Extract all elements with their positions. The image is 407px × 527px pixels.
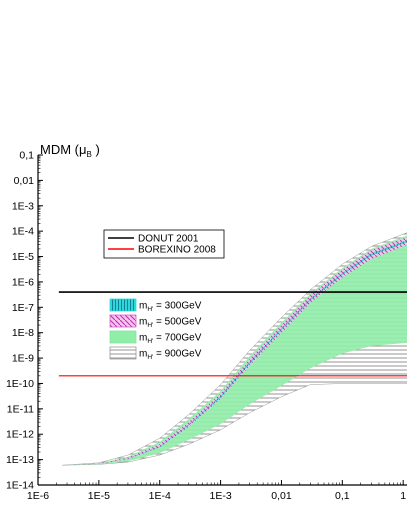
bands-layer <box>62 232 407 466</box>
x-tick-label: 1 <box>400 490 406 502</box>
legend-band-swatch <box>109 330 137 344</box>
y-tick-label: 1E-6 <box>12 276 34 288</box>
legend-band-swatch <box>109 298 137 312</box>
y-tick-label: 0,1 <box>19 150 34 162</box>
y-axis-title-sub: B <box>86 150 91 159</box>
legend-band-label: mH' = 900GeV <box>139 349 202 362</box>
y-ticks: 0,1 0,01 1E-3 1E-4 1E-5 1E-6 1E-7 1E-8 1E-9 1E-10… <box>6 150 43 492</box>
x-tick-label: 1E-5 <box>88 490 110 502</box>
reference-lines <box>58 291 407 377</box>
y-tick-label: 1E-11 <box>7 403 34 415</box>
x-tick-label: 1E-6 <box>27 490 49 502</box>
y-axis-title-close: ) <box>92 142 100 157</box>
x-tick-label: 0,01 <box>271 490 292 502</box>
y-tick-label: 1E-8 <box>12 327 34 339</box>
y-tick-label: 1E-7 <box>12 302 34 314</box>
y-tick-label: 1E-14 <box>6 480 34 492</box>
x-tick-label: 1E-3 <box>209 490 231 502</box>
y-axis-title-main: MDM (μ <box>40 142 86 157</box>
x-tick-label: 1E-4 <box>149 490 171 502</box>
y-tick-label: 1E-10 <box>6 378 34 390</box>
y-tick-label: 0,01 <box>14 175 35 187</box>
legend-band-label: mH' = 500GeV <box>139 317 202 330</box>
y-tick-label: 1E-5 <box>12 251 34 263</box>
legend-line-label: DONUT 2001 <box>138 234 199 245</box>
y-tick-label: 1E-9 <box>12 353 34 365</box>
x-ticks: 1E-6 1E-5 1E-4 1E-3 0,01 0,1 1 <box>27 480 406 502</box>
legend-band-swatch <box>109 314 137 328</box>
y-tick-label: 1E-4 <box>12 226 34 238</box>
legend-band-swatch <box>109 346 137 360</box>
y-axis-title: MDM (μB ) <box>40 142 100 159</box>
legend-lines-box <box>103 229 225 259</box>
legend-band-label: mH' = 300GeV <box>139 301 202 314</box>
band-500gev <box>62 237 407 466</box>
legend-line-label: BOREXINO 2008 <box>138 245 216 256</box>
x-tick-label: 0,1 <box>335 490 350 502</box>
y-tick-label: 1E-3 <box>12 200 34 212</box>
y-tick-label: 1E-12 <box>6 429 34 441</box>
legend-band-label: mH' = 700GeV <box>139 333 202 346</box>
legend-bands: mH' = 300GeV mH' = 500GeV mH' = 700GeV mH' … <box>109 298 202 362</box>
y-tick-label: 1E-13 <box>6 454 34 466</box>
